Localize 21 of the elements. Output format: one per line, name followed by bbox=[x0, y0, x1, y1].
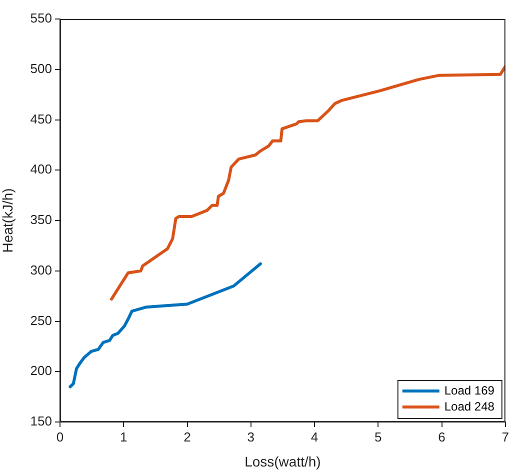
x-tick-label: 0 bbox=[56, 429, 64, 444]
x-tick-label: 3 bbox=[247, 429, 254, 444]
x-tick-label: 7 bbox=[502, 429, 509, 444]
y-tick-label: 450 bbox=[30, 111, 52, 126]
x-axis-title: Loss(watt/h) bbox=[244, 453, 321, 470]
y-axis-title: Heat(kJ/h) bbox=[0, 188, 16, 253]
x-tick-label: 1 bbox=[120, 429, 128, 444]
y-tick-label: 150 bbox=[30, 414, 52, 429]
y-tick-label: 200 bbox=[30, 363, 52, 378]
y-tick-label: 400 bbox=[30, 162, 52, 177]
y-tick-label: 550 bbox=[30, 10, 52, 26]
legend-label: Load 169 bbox=[444, 383, 495, 398]
y-tick-label: 300 bbox=[30, 262, 52, 278]
x-tick-label: 4 bbox=[310, 429, 318, 444]
x-tick-label: 5 bbox=[374, 429, 382, 444]
y-tick-label: 500 bbox=[30, 60, 52, 76]
x-tick-label: 2 bbox=[184, 429, 191, 444]
y-tick-label: 250 bbox=[30, 312, 52, 328]
x-tick-label: 6 bbox=[438, 429, 446, 444]
y-tick-label: 350 bbox=[30, 212, 52, 228]
legend-label: Load 248 bbox=[444, 399, 495, 414]
